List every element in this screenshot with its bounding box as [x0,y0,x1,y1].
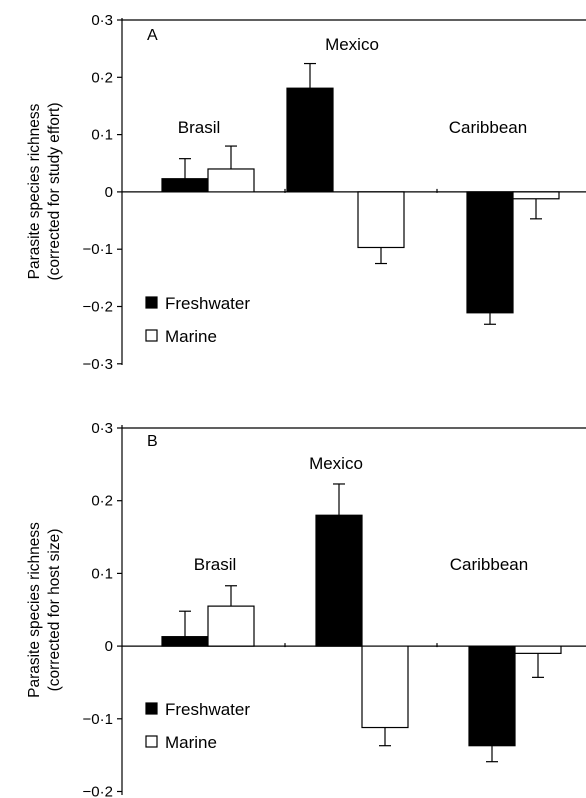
y-tick-label: −0·2 [83,784,113,798]
legend-swatch-freshwater [145,702,158,715]
y-tick-label: 0 [105,638,113,655]
category-label: Caribbean [450,555,528,574]
bar-freshwater-mexico [315,514,363,647]
legend-swatch-freshwater [145,296,158,309]
bar-freshwater-brasil [161,636,209,647]
y-tick-label: −0·1 [83,711,113,728]
category-label: Caribbean [449,118,527,137]
legend-label: Freshwater [165,294,250,313]
category-label: Brasil [194,555,237,574]
bar-freshwater-caribbean [466,191,514,314]
category-label: Mexico [309,454,363,473]
y-axis-title: Parasite species richness [26,522,43,698]
bar-freshwater-mexico [286,87,334,193]
legend-label: Freshwater [165,700,250,719]
y-tick-label: 0·2 [91,493,113,510]
y-tick-label: −0·2 [83,299,113,316]
y-axis-title: Parasite species richness [26,103,43,279]
panel-letter: A [147,27,158,44]
panel-b: 0·3 0·2 0·1 0 −0·1 −0·2 Parasite species richn… [26,420,586,798]
bar-marine-mexico [361,645,409,729]
bar-marine-brasil [207,168,255,193]
bar-marine-caribbean [512,191,560,200]
y-tick-label: −0·1 [83,241,113,258]
y-axis-subtitle: (corrected for host size) [46,529,63,692]
bar-marine-caribbean [514,645,562,654]
y-axis-subtitle: (corrected for study effort) [46,102,63,280]
category-label: Brasil [178,118,221,137]
bar-freshwater-brasil [161,178,209,193]
bar-marine-mexico [357,191,405,249]
y-tick-label: 0·3 [91,420,113,437]
y-tick-label: 0·1 [91,127,113,144]
legend-swatch-marine [145,735,158,748]
legend-label: Marine [165,733,217,752]
y-tick-label: 0·1 [91,565,113,582]
legend-swatch-marine [145,329,158,342]
y-tick-label: 0·2 [91,69,113,86]
panel-letter: B [147,433,158,450]
y-tick-label: 0·3 [91,12,113,29]
bar-freshwater-caribbean [468,645,516,747]
y-tick-label: −0·3 [83,356,113,373]
y-tick-label: 0 [105,184,113,201]
legend-label: Marine [165,327,217,346]
bar-marine-brasil [207,605,255,647]
panel-a: 0·3 0·2 0·1 0 −0·1 −0·2 −0·3 Parasite species r… [26,12,586,373]
category-label: Mexico [325,35,379,54]
